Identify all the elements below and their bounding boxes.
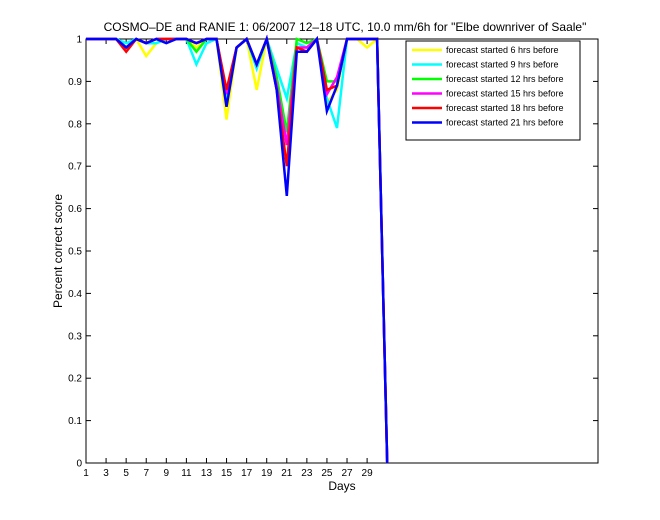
legend-label: forecast started 9 hrs before [446, 60, 559, 70]
chart-title: COSMO–DE and RANIE 1: 06/2007 12–18 UTC,… [104, 20, 587, 34]
y-tick-label: 0.8 [68, 119, 82, 130]
legend-label: forecast started 6 hrs before [446, 45, 559, 55]
x-tick-label: 11 [181, 468, 192, 479]
x-tick-label: 23 [301, 468, 313, 479]
legend-label: forecast started 15 hrs before [446, 89, 564, 99]
x-tick-label: 25 [321, 468, 333, 479]
y-axis-label: Percent correct score [51, 194, 65, 308]
x-tick-label: 1 [83, 468, 89, 479]
series-line-6 [86, 34, 389, 464]
x-tick-label: 9 [164, 468, 170, 479]
x-tick-label: 17 [241, 468, 253, 479]
y-tick-label: 0.1 [68, 416, 82, 427]
y-tick-label: 0.2 [68, 374, 82, 385]
legend-label: forecast started 12 hrs before [446, 74, 564, 84]
legend: forecast started 6 hrs before forecast st… [405, 40, 581, 141]
x-axis-label: Days [328, 479, 355, 493]
y-tick-label: 0.6 [68, 204, 82, 215]
plot-area: 1 3 5 7 9 11 13 15 17 19 21 23 25 27 2900.10.20.30.40.… [68, 34, 599, 479]
x-tick-label: 13 [201, 468, 213, 479]
y-tick-label: 0.3 [68, 331, 82, 342]
x-tick-label: 5 [123, 468, 129, 479]
x-tick-label: 7 [143, 468, 149, 479]
legend-label: forecast started 18 hrs before [446, 103, 564, 113]
y-tick-label: 0.9 [68, 77, 82, 88]
y-tick-label: 0.4 [68, 289, 82, 300]
y-tick-label: 1 [76, 35, 82, 46]
x-tick-label: 15 [221, 468, 233, 479]
legend-label: forecast started 21 hrs before [446, 118, 564, 128]
y-tick-label: 0 [76, 459, 82, 470]
x-tick-label: 27 [341, 468, 353, 479]
y-tick-label: 0.5 [68, 247, 82, 258]
x-tick-label: 19 [261, 468, 273, 479]
y-tick-label: 0.7 [68, 162, 82, 173]
x-tick-label: 29 [362, 468, 374, 479]
x-tick-label: 21 [281, 468, 293, 479]
x-tick-label: 3 [103, 468, 109, 479]
